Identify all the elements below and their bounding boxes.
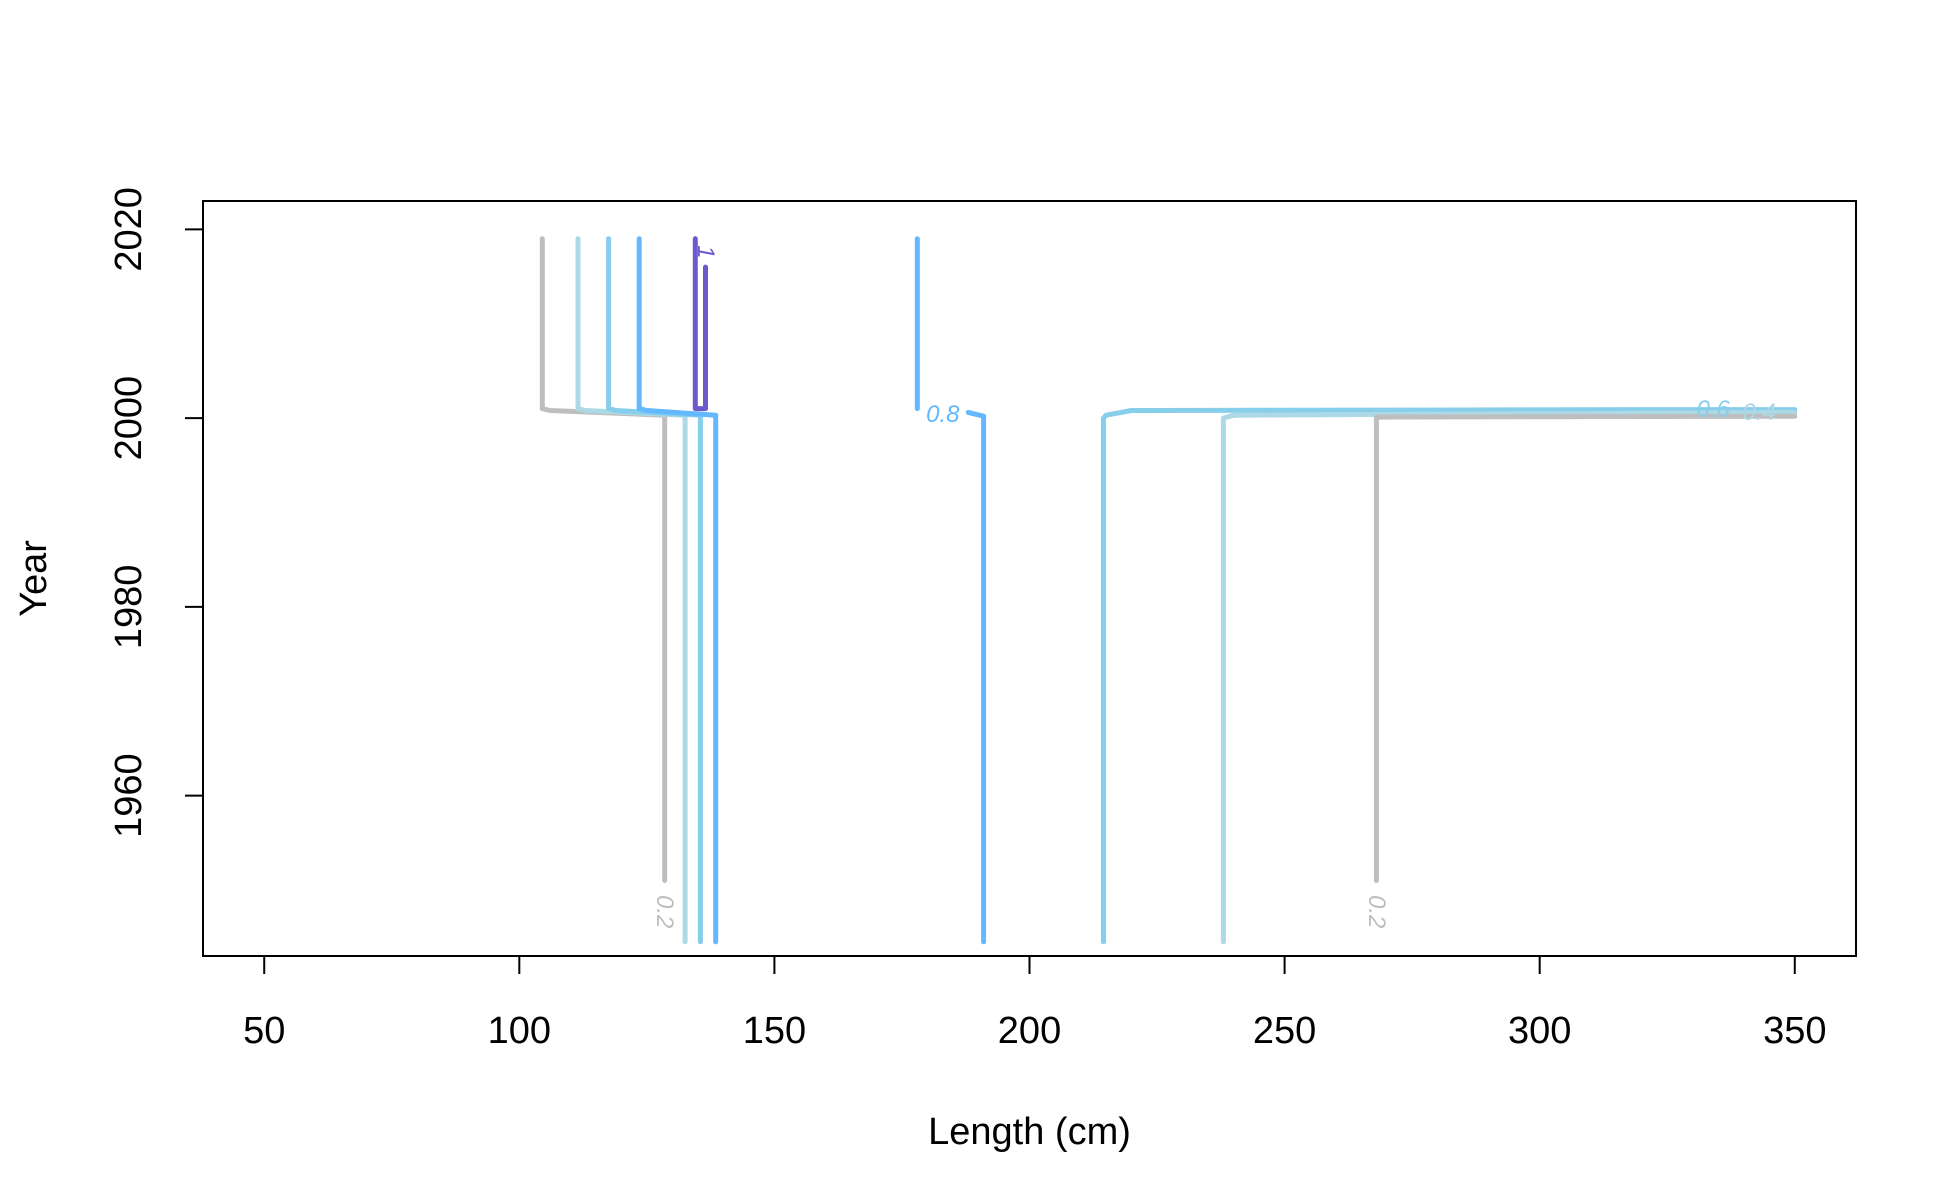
contour-label-1: 0.2: [651, 895, 678, 928]
contour-label-layer: 0.2 1 0.8 0.6 0.4 0.2: [651, 245, 1776, 928]
contour-line-9: [1220, 409, 1798, 945]
contour-label-4: 0.6: [1696, 396, 1730, 423]
x-axis-title: Length (cm): [928, 1111, 1131, 1153]
x-tick-label: 200: [998, 1010, 1061, 1052]
y-tick-label: 2000: [108, 376, 150, 461]
contour-line-10: [1373, 413, 1798, 883]
y-tick-label: 1980: [108, 565, 150, 650]
contour-line-5: [692, 236, 708, 412]
y-axis-title: Year: [13, 540, 55, 617]
contour-line-2: [575, 236, 688, 945]
y-tick-label: 1960: [108, 753, 150, 838]
x-tick-label: 50: [243, 1010, 285, 1052]
x-tick-label: 150: [743, 1010, 806, 1052]
x-tick-label: 300: [1508, 1010, 1571, 1052]
contour-line-3: [606, 236, 703, 945]
x-tick-label: 100: [488, 1010, 551, 1052]
contour-label-6: 0.2: [1363, 895, 1390, 928]
x-tick-label: 350: [1763, 1010, 1826, 1052]
x-tick-label: 250: [1253, 1010, 1316, 1052]
contour-line-4: [636, 236, 719, 945]
x-axis: 50 100 150 200 250 300 350: [243, 955, 1826, 1052]
contour-label-3: 0.8: [926, 401, 960, 428]
contour-line-1: [539, 236, 668, 883]
contour-line-8: [1101, 407, 1798, 945]
y-axis: 1960 1980 2000 2020: [108, 187, 204, 838]
contour-label-5: 0.4: [1742, 399, 1775, 426]
series-layer: [539, 236, 1798, 945]
contour-line-7: [965, 409, 987, 945]
y-tick-label: 2020: [108, 187, 150, 272]
contour-label-2: 1: [692, 245, 719, 258]
